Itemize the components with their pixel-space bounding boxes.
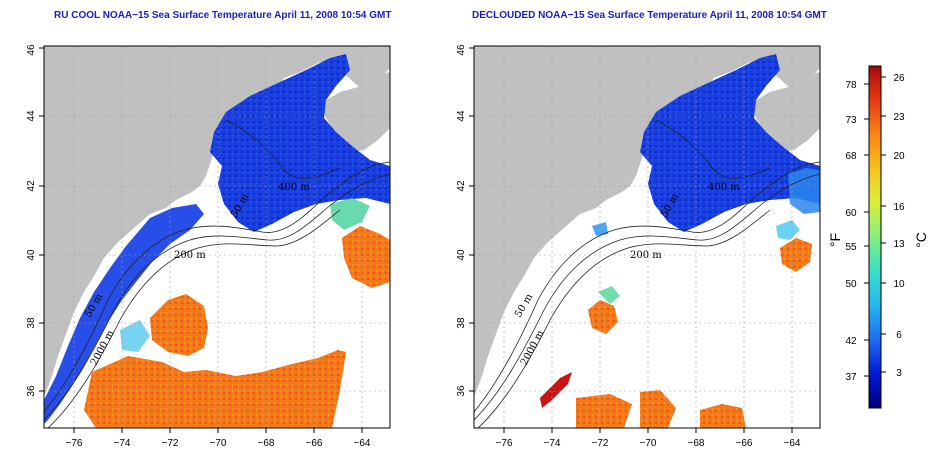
right-warm-patch-south-mid	[640, 390, 676, 428]
left-contour-label-400m: 400 m	[278, 182, 310, 193]
left-y-axis: 36 38 40 42 44 46	[26, 44, 44, 397]
colorbar-fahrenheit-label: 50	[845, 279, 857, 290]
colorbar-celsius-label: 26	[893, 73, 905, 84]
right-graticule	[474, 46, 820, 428]
left-x-tick-label: −76	[66, 438, 83, 449]
right-eastern-shelf-sst	[788, 168, 820, 214]
right-nova-scotia	[750, 72, 820, 152]
left-x-tick-label: −64	[354, 438, 371, 449]
colorbar-celsius-unit: °C	[913, 232, 929, 248]
colorbar-celsius-label: 10	[893, 279, 905, 290]
right-map-title: DECLOUDED NOAA−15 Sea Surface Temperatur…	[472, 10, 827, 21]
left-contour-label-200m: 200 m	[174, 250, 206, 261]
colorbar: 78 73 68 60 55 50 42 37 26 23 20 16 13 1…	[827, 65, 929, 409]
right-y-tick-label: 46	[456, 44, 467, 56]
right-x-tick-label: −76	[496, 438, 513, 449]
colorbar-fahrenheit-label: 55	[845, 242, 857, 253]
left-x-tick-label: −70	[210, 438, 227, 449]
right-x-tick-label: −74	[544, 438, 561, 449]
left-x-tick-label: −74	[114, 438, 131, 449]
colorbar-celsius-label: 6	[896, 330, 902, 341]
right-warm-patch-mid	[588, 300, 618, 334]
right-x-tick-label: −68	[688, 438, 705, 449]
left-y-tick-label: 42	[26, 180, 37, 192]
colorbar-celsius-label: 20	[893, 151, 905, 162]
left-graticule	[44, 46, 390, 428]
right-green-patch	[598, 286, 620, 304]
right-warm-patch-south-east	[700, 404, 746, 428]
right-contour-label-400m: 400 m	[708, 182, 740, 193]
right-land	[474, 46, 820, 396]
right-bathymetry-contours	[474, 119, 820, 428]
left-map-panel: 200 m 400 m 50 m 50 m 2000 m −76 −74 −72…	[26, 44, 391, 449]
right-cool-patch	[776, 220, 800, 240]
colorbar-fahrenheit-label: 73	[845, 115, 857, 126]
colorbar-celsius-label: 3	[896, 368, 902, 379]
right-warm-patch-south	[576, 394, 632, 428]
left-map-title: RU COOL NOAA−15 Sea Surface Temperature …	[54, 10, 392, 21]
right-x-tick-label: −70	[640, 438, 657, 449]
right-x-tick-label: −64	[784, 438, 801, 449]
left-warm-patch-east	[342, 226, 390, 288]
right-y-tick-label: 44	[456, 110, 467, 122]
right-x-axis: −76 −74 −72 −70 −68 −66 −64	[496, 428, 801, 449]
left-warm-patch-mid	[150, 294, 208, 356]
right-red-patch	[540, 372, 572, 408]
right-y-tick-label: 40	[456, 249, 467, 261]
left-y-tick-label: 40	[26, 249, 37, 261]
left-x-tick-label: −72	[162, 438, 179, 449]
right-y-tick-label: 38	[456, 317, 467, 329]
left-y-tick-label: 38	[26, 317, 37, 329]
left-x-tick-label: −68	[258, 438, 275, 449]
left-bathymetry-contours	[44, 119, 390, 428]
left-y-tick-label: 36	[26, 385, 37, 397]
left-x-tick-label: −66	[306, 438, 323, 449]
right-contour-label-200m: 200 m	[630, 250, 662, 261]
right-cool-patch-shelf	[592, 222, 608, 236]
colorbar-gradient	[868, 65, 882, 409]
colorbar-fahrenheit-unit: °F	[827, 233, 843, 247]
left-y-tick-label: 46	[26, 44, 37, 56]
colorbar-fahrenheit-label: 42	[845, 336, 857, 347]
left-nova-scotia	[320, 72, 390, 152]
left-green-patch	[330, 198, 370, 230]
colorbar-fahrenheit-label: 60	[845, 208, 857, 219]
colorbar-fahrenheit-label: 68	[845, 151, 857, 162]
right-y-tick-label: 42	[456, 180, 467, 192]
colorbar-celsius-label: 16	[893, 202, 905, 213]
colorbar-fahrenheit-label: 37	[845, 372, 857, 383]
right-gulf-of-maine-sst	[640, 54, 820, 232]
right-x-tick-label: −72	[592, 438, 609, 449]
colorbar-celsius-ticks	[881, 76, 886, 373]
left-warm-patch-south	[84, 350, 346, 428]
left-gulf-of-maine-sst	[210, 54, 390, 232]
left-map-frame	[43, 45, 391, 429]
right-y-axis: 36 38 40 42 44 46	[456, 44, 474, 397]
right-map-panel: 200 m 400 m 50 m 50 m 2000 m −76 −74 −72…	[456, 44, 821, 449]
left-x-axis: −76 −74 −72 −70 −68 −66 −64	[66, 428, 371, 449]
colorbar-fahrenheit-label: 78	[845, 80, 857, 91]
colorbar-celsius-label: 13	[893, 239, 905, 250]
left-y-tick-label: 44	[26, 110, 37, 122]
colorbar-fahrenheit-ticks	[864, 83, 869, 377]
right-y-tick-label: 36	[456, 385, 467, 397]
left-land	[44, 46, 390, 396]
left-cool-patch-south	[120, 320, 150, 352]
right-x-tick-label: −66	[736, 438, 753, 449]
colorbar-celsius-label: 23	[893, 112, 905, 123]
right-map-frame	[473, 45, 821, 429]
